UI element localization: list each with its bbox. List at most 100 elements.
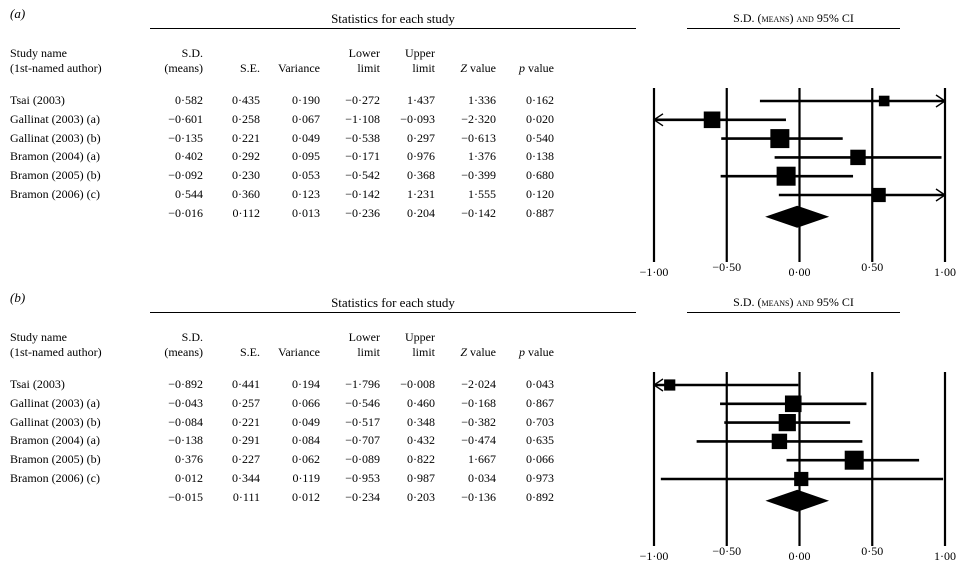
- cell-se: 0·292: [232, 149, 260, 164]
- cell-sd: −0·016: [168, 205, 203, 220]
- forest-panel-b: (b) Statistics for each study S.D. (mean…: [0, 284, 963, 568]
- col-head-z: Z value: [445, 330, 496, 360]
- summary-diamond: [765, 205, 830, 228]
- cell-z: −0·399: [461, 168, 496, 183]
- cell-z: 0·034: [468, 471, 496, 485]
- x-tick-label: 0·50: [861, 544, 883, 558]
- cell-p: 0·867: [526, 395, 554, 410]
- cell-variance: 0·049: [292, 414, 320, 429]
- x-tick-label: 1·00: [934, 549, 956, 563]
- col-head-sd: S.D. (means): [150, 46, 203, 76]
- col-head-study: Study name (1st-named author): [10, 330, 155, 360]
- cell-variance: 0·066: [292, 395, 320, 410]
- cell-sd: −0·043: [168, 395, 203, 410]
- cell-variance: 0·067: [292, 111, 320, 126]
- cell-upper: 1·437: [407, 93, 435, 107]
- cell-lower: −0·171: [345, 149, 380, 164]
- col-head-sd-line1: S.D.: [181, 330, 203, 344]
- cell-variance: 0·095: [292, 149, 320, 164]
- forest-panel-a: (a) Statistics for each study S.D. (mean…: [0, 0, 963, 284]
- x-tick-label: 0·50: [861, 260, 883, 274]
- p-italic: p: [519, 61, 525, 75]
- cell-lower: −0·089: [345, 452, 380, 467]
- cell-sd: −0·135: [168, 130, 203, 145]
- study-marker: [784, 395, 802, 413]
- col-head-variance-line1: [270, 46, 320, 61]
- x-tick-label: −1·00: [640, 549, 669, 563]
- cell-variance: 0·012: [292, 489, 320, 504]
- cell-variance: 0·119: [292, 471, 320, 485]
- forest-plot: −1·00 −0·50 0·00 0·50 1·00: [620, 284, 963, 568]
- cell-upper: 0·368: [407, 168, 435, 183]
- col-head-upper-line1: Upper: [405, 46, 435, 60]
- cell-p: 0·680: [526, 168, 554, 183]
- cell-lower: −0·272: [345, 93, 380, 107]
- cell-lower: −0·236: [345, 205, 380, 220]
- cell-study: Bramon (2006) (c): [10, 471, 100, 485]
- cell-study: Tsai (2003): [10, 377, 65, 391]
- cell-upper: 0·297: [407, 130, 435, 145]
- cell-sd: −0·601: [168, 111, 203, 126]
- cell-se: 0·111: [232, 489, 260, 504]
- cell-p: 0·162: [526, 93, 554, 107]
- col-head-z-line1: [445, 46, 496, 61]
- col-head-study-line1: Study name: [10, 46, 67, 60]
- col-head-p: p value: [505, 46, 554, 76]
- cell-study: Gallinat (2003) (a): [10, 395, 100, 410]
- cell-z: −0·474: [461, 433, 496, 448]
- cell-p: 0·020: [526, 111, 554, 126]
- col-head-lower-line1: Lower: [348, 330, 380, 344]
- x-tick-label: 0·00: [789, 265, 811, 279]
- study-marker: [844, 450, 864, 470]
- panel-label: (b): [10, 290, 26, 305]
- cell-study: Bramon (2006) (c): [10, 187, 100, 201]
- cell-upper: 0·432: [407, 433, 435, 448]
- cell-variance: 0·194: [292, 377, 320, 391]
- cell-z: 1·336: [468, 93, 496, 107]
- stats-header: Statistics for each study: [331, 11, 455, 26]
- cell-z: 1·667: [468, 452, 496, 467]
- forest-header-rule: [687, 28, 900, 29]
- col-head-lower-line2: limit: [357, 345, 380, 359]
- cell-p: 0·540: [526, 130, 554, 145]
- col-head-z-line1: [445, 330, 496, 345]
- col-head-variance-line2: Variance: [278, 61, 320, 75]
- cell-z: −0·142: [461, 205, 496, 220]
- cell-upper: 0·460: [407, 395, 435, 410]
- cell-p: 0·138: [526, 149, 554, 164]
- col-head-se: S.E.: [215, 46, 260, 76]
- cell-upper: −0·093: [400, 111, 435, 126]
- z-italic: Z: [460, 345, 467, 359]
- cell-z: −2·320: [461, 111, 496, 126]
- col-head-z-line2: Z value: [460, 345, 496, 359]
- col-head-upper-line2: limit: [412, 61, 435, 75]
- col-head-study-line2: (1st-named author): [10, 61, 102, 75]
- cell-lower: −0·546: [345, 395, 380, 410]
- col-head-lower-line2: limit: [357, 61, 380, 75]
- col-head-study-line2: (1st-named author): [10, 345, 102, 359]
- cell-upper: 1·231: [407, 187, 435, 201]
- col-head-upper-line2: limit: [412, 345, 435, 359]
- col-head-variance: Variance: [270, 46, 320, 76]
- ci-arrow-right: [935, 94, 947, 108]
- cell-p: 0·887: [526, 205, 554, 220]
- cell-variance: 0·013: [292, 205, 320, 220]
- cell-p: 0·703: [526, 414, 554, 429]
- col-head-p-line1: [505, 330, 554, 345]
- col-head-z-line2: Z value: [460, 61, 496, 75]
- cell-upper: 0·204: [407, 205, 435, 220]
- col-head-sd-line1: S.D.: [181, 46, 203, 60]
- cell-se: 0·221: [232, 130, 260, 145]
- cell-se: 0·291: [232, 433, 260, 448]
- cell-z: −0·382: [461, 414, 496, 429]
- cell-upper: −0·008: [400, 377, 435, 391]
- cell-sd: −0·092: [168, 168, 203, 183]
- col-head-variance-line1: [270, 330, 320, 345]
- cell-se: 0·112: [232, 205, 260, 220]
- cell-se: 0·344: [232, 471, 260, 485]
- cell-lower: −1·108: [345, 111, 380, 126]
- ci-arrow-left: [652, 113, 664, 127]
- cell-lower: −0·707: [345, 433, 380, 448]
- stats-header-rule: [150, 312, 636, 313]
- col-head-p-line2: p value: [519, 345, 554, 359]
